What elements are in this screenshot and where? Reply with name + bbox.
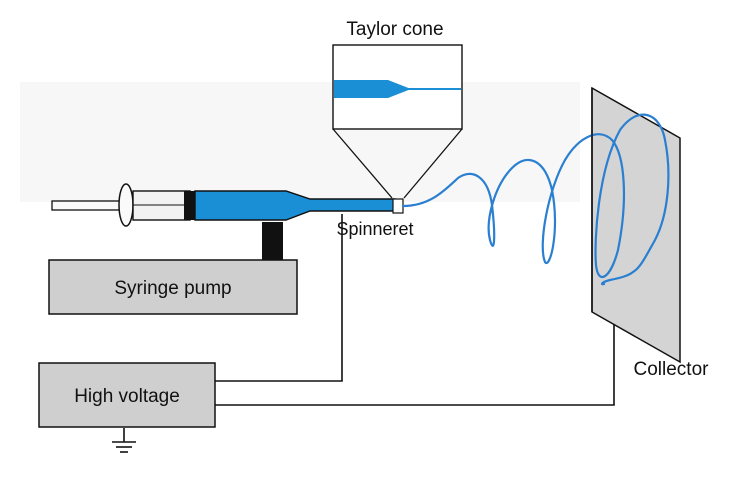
- spinneret-label: Spinneret: [336, 219, 413, 239]
- ground-icon: [112, 441, 136, 453]
- high-voltage-box: [38, 362, 216, 428]
- plunger-head: [184, 191, 195, 220]
- background-shade: [20, 82, 580, 202]
- taylor-cone-inset: Taylor cone: [332, 19, 463, 199]
- plunger-thumb-rest: [118, 183, 134, 227]
- syringe-pump-box: [48, 259, 298, 315]
- syringe-pump-label: Syringe pump: [114, 278, 231, 299]
- collector-plate: [591, 86, 681, 364]
- spinneret-tip: [392, 198, 404, 214]
- syringe-support: [262, 222, 283, 260]
- syringe: [51, 183, 396, 227]
- syringe-pump: Syringe pump: [48, 222, 298, 315]
- taylor-cone-label: Taylor cone: [346, 19, 443, 40]
- high-voltage-source: High voltage: [38, 362, 216, 428]
- collector-wire: [215, 298, 615, 406]
- collector-label: Collector: [634, 359, 710, 380]
- high-voltage-label: High voltage: [74, 386, 180, 407]
- circuit-wires: [123, 214, 615, 442]
- electrospun-jet: [401, 113, 670, 286]
- taylor-cone-fluid: [334, 80, 411, 98]
- spinneret-wire: [215, 214, 343, 382]
